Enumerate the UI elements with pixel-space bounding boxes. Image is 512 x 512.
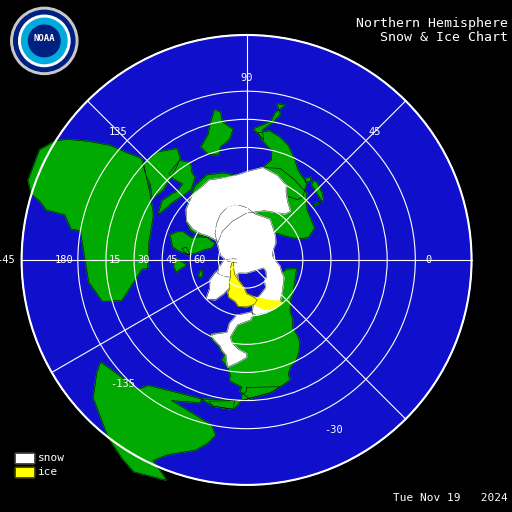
Polygon shape	[199, 270, 203, 278]
Polygon shape	[305, 177, 311, 182]
Polygon shape	[227, 230, 236, 239]
Polygon shape	[228, 262, 257, 307]
Circle shape	[29, 25, 60, 57]
Polygon shape	[158, 160, 195, 215]
Circle shape	[22, 35, 472, 485]
Circle shape	[22, 18, 67, 63]
Circle shape	[18, 15, 70, 67]
Polygon shape	[201, 110, 233, 155]
Bar	[15, 467, 34, 477]
Circle shape	[11, 7, 78, 74]
Text: 60: 60	[194, 255, 206, 265]
Polygon shape	[253, 297, 283, 309]
Text: 30: 30	[137, 255, 150, 265]
Polygon shape	[209, 387, 281, 410]
Polygon shape	[144, 148, 180, 199]
Text: 0: 0	[425, 255, 432, 265]
Text: -30: -30	[324, 424, 343, 435]
Bar	[15, 453, 34, 463]
Polygon shape	[212, 205, 284, 367]
Polygon shape	[186, 167, 314, 249]
Bar	[15, 467, 34, 477]
Text: 75: 75	[221, 255, 234, 265]
Polygon shape	[312, 181, 324, 207]
Polygon shape	[223, 251, 229, 255]
Text: Northern Hemisphere: Northern Hemisphere	[356, 17, 508, 30]
Text: -45: -45	[0, 255, 15, 265]
Text: snow: snow	[38, 453, 66, 463]
Circle shape	[14, 10, 75, 72]
Text: Tue Nov 19   2024: Tue Nov 19 2024	[393, 493, 508, 503]
Polygon shape	[206, 263, 238, 300]
Polygon shape	[186, 167, 290, 242]
Polygon shape	[253, 103, 285, 139]
Text: ice: ice	[38, 467, 59, 477]
Bar	[15, 453, 34, 463]
Polygon shape	[246, 238, 250, 243]
Polygon shape	[244, 131, 307, 200]
Text: 180: 180	[55, 255, 74, 265]
Polygon shape	[170, 232, 215, 255]
Text: 135: 135	[109, 126, 127, 137]
Polygon shape	[28, 139, 153, 301]
Text: Snow & Ice Chart: Snow & Ice Chart	[380, 31, 508, 44]
Text: 15: 15	[109, 255, 121, 265]
Polygon shape	[237, 250, 256, 269]
Polygon shape	[93, 362, 216, 480]
Polygon shape	[174, 258, 187, 272]
Polygon shape	[233, 244, 238, 248]
Text: -135: -135	[110, 379, 135, 389]
Polygon shape	[201, 269, 300, 410]
Text: 45: 45	[369, 126, 381, 137]
Text: NOAA: NOAA	[34, 34, 55, 44]
Text: 45: 45	[165, 255, 178, 265]
Text: 90: 90	[240, 73, 253, 83]
